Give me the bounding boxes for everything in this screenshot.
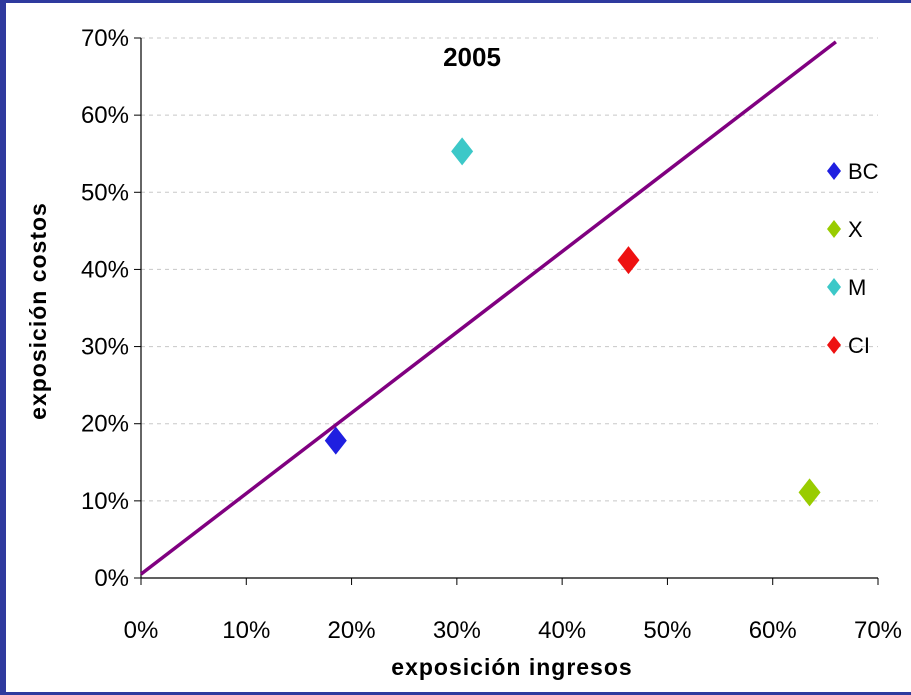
x-tick-label: 10%	[222, 617, 270, 644]
x-tick-label: 60%	[749, 617, 797, 644]
y-tick-label: 70%	[81, 25, 129, 52]
scatter-chart: 0% 10% 20% 30% 40% 50% 60% 70% 0% 10% 20% 30% 40% 50…	[25, 25, 902, 680]
legend-marker-x	[827, 220, 841, 238]
legend-label-m: M	[848, 275, 866, 300]
y-tick-label: 0%	[94, 565, 129, 592]
legend-label-ci: CI	[848, 333, 870, 358]
x-tick-label: 30%	[433, 617, 481, 644]
data-point-ci	[617, 246, 640, 275]
data-point-x	[798, 478, 821, 507]
gridlines	[141, 37, 878, 502]
y-tick-label: 40%	[81, 256, 129, 283]
x-tick-label: 20%	[328, 617, 376, 644]
axes	[134, 37, 879, 585]
legend-label-x: X	[848, 217, 863, 242]
chart-frame: 0% 10% 20% 30% 40% 50% 60% 70% 0% 10% 20% 30% 40% 50…	[6, 3, 911, 692]
y-tick-label: 30%	[81, 334, 129, 361]
reference-line-group	[139, 40, 837, 576]
x-tick-label: 50%	[643, 617, 691, 644]
data-points	[324, 137, 821, 507]
x-tick-label: 40%	[538, 617, 586, 644]
legend: BC X M CI	[827, 159, 879, 358]
legend-label-bc: BC	[848, 159, 879, 184]
reference-line	[139, 40, 837, 576]
y-tick-label: 50%	[81, 179, 129, 206]
x-tick-labels: 0% 10% 20% 30% 40% 50% 60% 70%	[124, 617, 902, 644]
legend-marker-ci	[827, 336, 841, 354]
y-tick-label: 20%	[81, 411, 129, 438]
x-tick-label: 0%	[124, 617, 159, 644]
data-point-m	[451, 137, 474, 166]
x-tick-label: 70%	[854, 617, 902, 644]
x-axis-title: exposición ingresos	[391, 654, 632, 680]
y-tick-label: 10%	[81, 488, 129, 515]
data-point-bc	[324, 426, 347, 455]
legend-marker-m	[827, 278, 841, 296]
chart-title: 2005	[443, 42, 501, 72]
y-tick-label: 60%	[81, 102, 129, 129]
y-axis-title: exposición costos	[25, 202, 51, 420]
legend-marker-bc	[827, 162, 841, 180]
y-tick-labels: 0% 10% 20% 30% 40% 50% 60% 70%	[81, 25, 129, 592]
